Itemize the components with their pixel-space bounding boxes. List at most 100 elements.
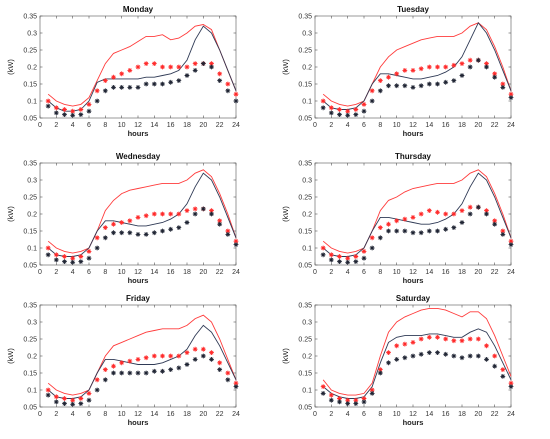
data-point [151, 61, 157, 66]
data-point [328, 257, 334, 263]
plot-frame [39, 162, 237, 266]
x-tick-label: 16 [442, 411, 450, 418]
data-point [200, 206, 206, 212]
data-point [127, 358, 133, 364]
data-point [345, 255, 351, 261]
x-tick-label: 2 [54, 122, 58, 129]
data-point [86, 108, 92, 114]
data-point [53, 110, 59, 116]
x-tick-label: 6 [362, 122, 366, 129]
data-point [443, 336, 449, 342]
data-point [426, 64, 432, 70]
data-point [484, 211, 489, 217]
data-point [377, 367, 383, 372]
data-point [394, 343, 400, 349]
data-point [70, 112, 76, 118]
data-point [62, 396, 67, 401]
x-tick-label: 4 [346, 411, 350, 418]
x-tick-label: 8 [378, 122, 382, 129]
y-tick-label: 0.05 [23, 263, 37, 270]
data-point [435, 350, 440, 355]
data-point [143, 81, 149, 87]
y-tick-label: 0.05 [23, 116, 37, 123]
data-point [377, 78, 383, 83]
x-tick-label: 8 [378, 269, 382, 276]
data-point [176, 78, 182, 83]
data-point [94, 377, 100, 383]
data-point [217, 218, 223, 224]
data-point [402, 228, 408, 234]
data-point [78, 401, 84, 406]
data-point [459, 208, 465, 213]
data-point [70, 397, 76, 403]
data-point [451, 338, 457, 344]
x-tick-label: 14 [425, 411, 433, 418]
data-point [192, 346, 198, 352]
data-point [119, 230, 125, 236]
series-markers-2 [45, 346, 239, 403]
data-point [475, 204, 481, 210]
data-point [500, 374, 506, 379]
data-point [53, 105, 59, 111]
data-point [353, 107, 359, 112]
x-axis-label: hours [403, 276, 424, 285]
data-point [353, 397, 359, 403]
y-tick-label: 0.3 [302, 178, 312, 185]
y-tick-label: 0.35 [298, 161, 312, 168]
y-tick-label: 0.15 [298, 82, 312, 89]
y-axis-label: (kW) [6, 348, 15, 364]
data-point [111, 230, 116, 236]
data-point [402, 216, 408, 222]
series-line-0 [47, 24, 237, 107]
x-tick-label: 18 [183, 269, 191, 276]
data-point [426, 208, 432, 213]
data-point [111, 363, 116, 369]
data-point [119, 71, 125, 77]
data-point [459, 220, 465, 225]
data-point [143, 213, 149, 219]
x-tick-label: 4 [346, 269, 350, 276]
data-point [53, 257, 59, 263]
x-tick-label: 4 [71, 411, 75, 418]
x-tick-label: 2 [329, 269, 333, 276]
data-point [70, 401, 76, 407]
data-point [459, 61, 465, 66]
x-tick-label: 2 [54, 411, 58, 418]
data-point [435, 209, 440, 215]
data-point [78, 107, 84, 112]
data-point [353, 401, 359, 406]
y-tick-label: 0.1 [302, 99, 312, 106]
panel-title: Monday [123, 5, 154, 14]
y-axis-label: (kW) [6, 206, 15, 222]
plot-frame [314, 162, 512, 266]
data-point [160, 211, 165, 217]
series-markers-3 [45, 206, 239, 265]
x-tick-label: 18 [183, 411, 191, 418]
x-tick-label: 18 [458, 269, 466, 276]
data-point [135, 370, 141, 376]
x-tick-label: 20 [199, 411, 207, 418]
x-tick-label: 10 [393, 411, 401, 418]
data-point [386, 360, 391, 366]
x-tick-label: 20 [199, 269, 207, 276]
series-line-0 [322, 307, 512, 396]
x-tick-label: 22 [216, 269, 224, 276]
data-point [217, 367, 223, 372]
data-point [135, 357, 141, 362]
data-point [233, 98, 239, 104]
data-point [86, 391, 92, 396]
y-tick-label: 0.15 [298, 229, 312, 236]
data-point [467, 353, 473, 359]
y-tick-label: 0.2 [27, 354, 37, 361]
y-tick-label: 0.3 [302, 31, 312, 38]
data-point [361, 399, 367, 405]
y-tick-label: 0.35 [298, 14, 312, 21]
x-tick-label: 14 [425, 269, 433, 276]
data-point [102, 377, 108, 383]
y-axis-label: (kW) [6, 59, 15, 75]
data-point [426, 350, 432, 355]
x-tick-label: 0 [313, 411, 317, 418]
data-point [492, 353, 498, 359]
data-point [160, 368, 165, 374]
